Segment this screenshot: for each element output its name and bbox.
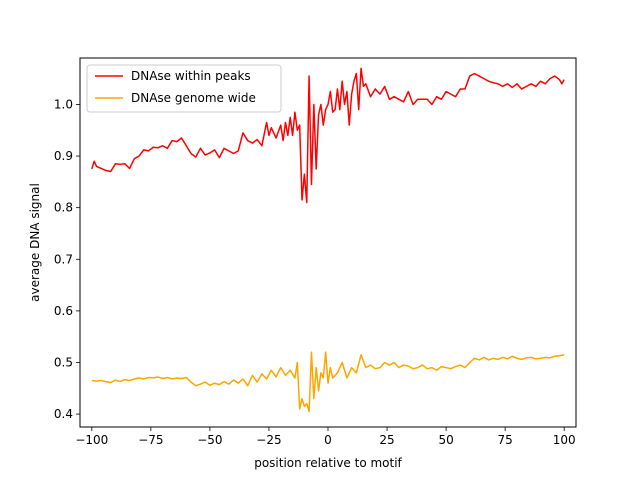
x-tick-label: −75 <box>138 433 163 447</box>
y-tick-label: 0.9 <box>54 149 73 163</box>
legend-box <box>86 64 282 113</box>
y-tick-label: 1.0 <box>54 97 73 111</box>
x-axis: −100 −75 −50 −25 0 25 50 75 100 <box>75 427 576 447</box>
x-tick-label: 75 <box>498 433 513 447</box>
x-tick-label: 100 <box>553 433 576 447</box>
legend-label-1: DNAse genome wide <box>131 91 256 105</box>
legend: DNAse within peaks DNAse genome wide <box>86 64 282 113</box>
series-line-1 <box>91 351 565 413</box>
legend-label-0: DNAse within peaks <box>131 69 251 83</box>
y-tick-label: 0.7 <box>54 252 73 266</box>
y-tick-label: 0.8 <box>54 201 73 215</box>
series-layer <box>91 67 565 413</box>
series-line-0 <box>91 67 565 204</box>
x-tick-label: −100 <box>75 433 108 447</box>
y-tick-label: 0.6 <box>54 304 73 318</box>
y-axis: 0.4 0.5 0.6 0.7 0.8 0.9 1.0 <box>54 97 80 421</box>
x-tick-label: −25 <box>256 433 281 447</box>
x-tick-label: 50 <box>438 433 453 447</box>
y-axis-label: average DNA signal <box>28 183 42 302</box>
x-tick-label: 0 <box>324 433 332 447</box>
y-tick-label: 0.5 <box>54 355 73 369</box>
x-tick-label: −50 <box>197 433 222 447</box>
y-tick-label: 0.4 <box>54 407 73 421</box>
x-axis-label: position relative to motif <box>254 456 402 470</box>
x-tick-label: 25 <box>379 433 394 447</box>
